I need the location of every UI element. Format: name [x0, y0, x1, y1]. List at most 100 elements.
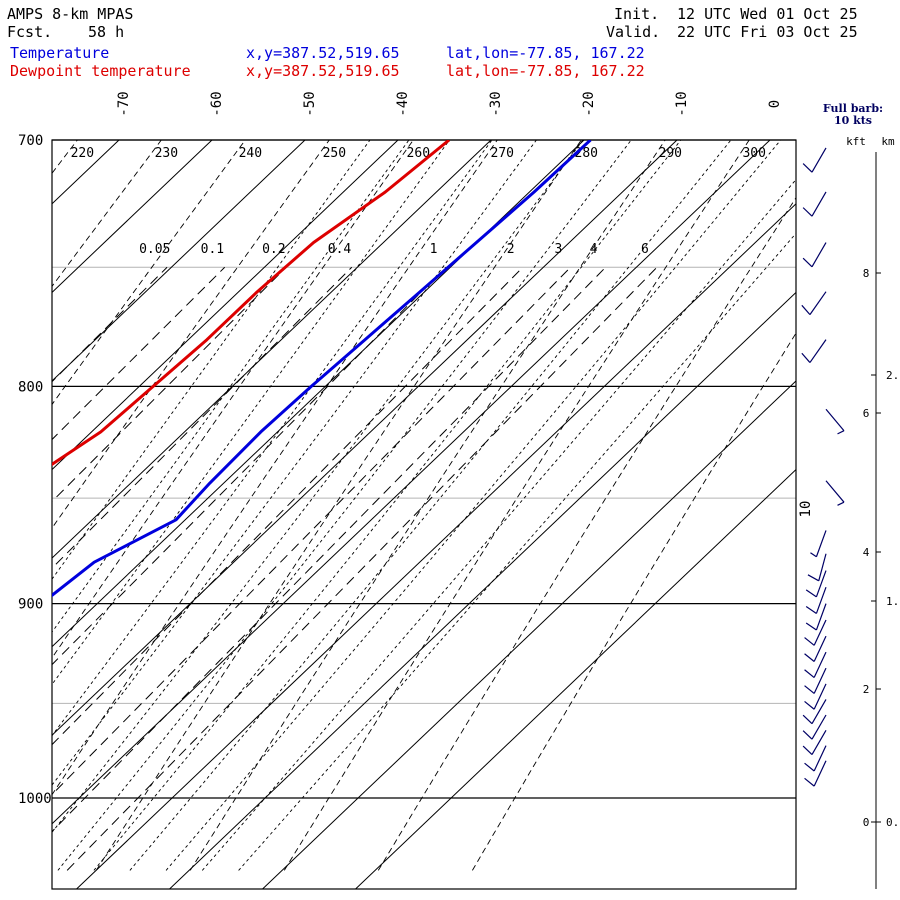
isotherm-20 [169, 291, 796, 889]
wind-barb-staff [809, 339, 827, 363]
isotherm-label--20: -20 [581, 91, 597, 116]
wind-barb-1 [804, 745, 827, 772]
theta-label-220: 220 [71, 146, 94, 161]
mixing-ratio-line-6 [52, 266, 571, 796]
wind-barb-staff [825, 480, 845, 503]
moist-adiabat-12 [129, 140, 732, 871]
wind-barb-staff [815, 603, 827, 631]
dry-adiabat-280 [95, 140, 582, 871]
wind-barb-flag [807, 574, 820, 582]
wind-barb-4 [802, 699, 827, 725]
isotherm--80 [0, 140, 26, 889]
kft-label-8: 8 [863, 267, 870, 280]
axis-labels: 0.05 0.1 0.2 0.4 1 2 3 4 6 700 800 900 1000 -70 -60 -50… [18, 91, 814, 807]
moist-adiabat--16 [52, 140, 410, 633]
dry-adiabat-310 [377, 196, 796, 871]
wind-barb-staff [815, 586, 827, 614]
valid-time: 22 UTC Fri 03 Oct 25 [677, 23, 858, 41]
isotherm-label--60: -60 [209, 91, 225, 116]
wind-barb-flag [805, 589, 817, 598]
dry-adiabat-220 [52, 140, 78, 174]
wind-barb-flag [802, 745, 813, 756]
mixing-ratio-label-4: 1 [430, 242, 438, 257]
init-label: Init. [614, 5, 660, 23]
kft-label-2: 2 [863, 683, 870, 696]
init-time: 12 UTC Wed 01 Oct 25 [677, 5, 858, 23]
dry-adiabat-300 [283, 140, 750, 871]
km-label-2: 2. [886, 369, 899, 382]
kft-label-0: 0 [863, 816, 870, 829]
wind-barb-16 [825, 408, 845, 435]
wind-barb-flag [804, 637, 815, 646]
kft-header: kft [846, 135, 866, 148]
mixing-ratio-label-7: 4 [590, 242, 598, 257]
wind-barb-8 [804, 635, 827, 662]
km-label-1: 1. [886, 595, 899, 608]
wind-barb-staff [818, 553, 827, 581]
wind-barb-18 [801, 291, 827, 316]
isotherm--10 [52, 140, 678, 736]
wind-barb-0 [804, 760, 827, 787]
isotherm-label--50: -50 [302, 91, 318, 116]
barb-legend-line1: Full barb: [822, 102, 884, 115]
isotherm-10 [76, 203, 796, 889]
wind-barb-staff [813, 745, 827, 772]
wind-barb-flag [837, 501, 845, 506]
legend-temperature-latlon: lat,lon=-77.85, 167.22 [446, 44, 645, 62]
wind-barb-12 [805, 570, 827, 598]
mixing-ratio-line-3 [52, 266, 353, 569]
valid-label: Valid. [606, 23, 661, 41]
wind-barb-staff [811, 147, 827, 173]
isotherm--50 [52, 140, 306, 382]
mixing-ratio-line-2 [52, 266, 287, 503]
theta-label-250: 250 [323, 146, 346, 161]
wind-speed-label: 10 [798, 501, 814, 518]
moist-adiabat-0 [52, 140, 584, 834]
wind-barb-6 [804, 667, 827, 694]
isotherm-30 [262, 380, 796, 889]
wind-barb-flag [837, 430, 845, 435]
wind-barb-staff [825, 408, 845, 432]
dry-adiabat-270 [52, 140, 498, 796]
mixing-ratio-label-1: 0.1 [201, 242, 224, 257]
wind-barb-7 [804, 651, 827, 679]
wind-barb-3 [802, 714, 827, 740]
wind-barb-11 [805, 586, 827, 614]
wind-barb-flag [804, 669, 815, 679]
wind-barb-15 [825, 480, 845, 506]
moist-adiabat-8 [93, 140, 682, 871]
wind-barb-staff [815, 570, 827, 598]
wind-barb-staff [811, 699, 827, 725]
wind-barb-19 [802, 242, 827, 268]
km-header: km [881, 135, 895, 148]
isotherm-label--30: -30 [488, 91, 504, 116]
km-label-0: 0. [886, 816, 899, 829]
plot-border [51, 139, 797, 890]
dewpoint-profile [52, 140, 451, 467]
mixing-ratio-line-0 [52, 266, 168, 383]
moist-adiabat-16 [165, 140, 782, 871]
mixing-ratio-line-5 [52, 266, 524, 746]
pressure-label-700: 700 [18, 133, 43, 149]
moist-adiabat-24 [238, 232, 796, 871]
dry-adiabat-320 [472, 332, 796, 871]
wind-barb-staff [813, 667, 827, 694]
wind-barb-flag [805, 622, 817, 631]
wind-barb-14 [810, 530, 827, 558]
isotherm--20 [52, 140, 585, 648]
wind-barb-flag [810, 552, 817, 558]
wind-barb-13 [807, 553, 827, 582]
legend-dewpoint-label: Dewpoint temperature [10, 62, 191, 80]
dry-adiabat-230 [52, 140, 162, 288]
isotherm-label-0: 0 [767, 100, 783, 108]
dry-adiabat-260 [52, 140, 414, 659]
wind-barb-staff [813, 683, 827, 710]
isotherm--60 [52, 140, 213, 294]
kft-label-4: 4 [863, 546, 870, 559]
isotherm-40 [355, 468, 796, 889]
wind-barb-flag [804, 653, 815, 662]
wind-barb-10 [805, 603, 827, 631]
mixing-ratio-label-8: 6 [641, 242, 649, 257]
temperature-profile [52, 140, 592, 598]
